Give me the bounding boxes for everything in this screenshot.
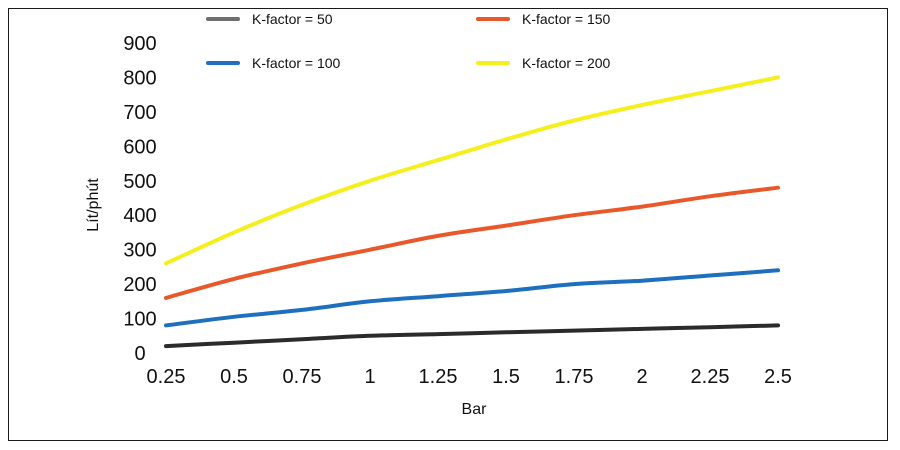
y-tick-label: 400	[123, 205, 156, 227]
x-tick-label: 1	[364, 366, 375, 388]
x-tick-label: 2.25	[691, 366, 730, 388]
x-tick-label: 0.5	[220, 366, 248, 388]
series-lines	[164, 75, 780, 349]
legend-label-4: K-factor = 200	[522, 55, 611, 71]
x-tick-label: 1.25	[419, 366, 458, 388]
x-axis-title: Bar	[462, 401, 488, 418]
legend-label-1: K-factor = 50	[252, 11, 333, 27]
x-tick-label: 2	[636, 366, 647, 388]
chart-frame	[8, 8, 888, 441]
x-tick-label: 2.5	[764, 366, 792, 388]
y-tick-label: 700	[123, 102, 156, 124]
series-line-4	[164, 75, 780, 266]
series-line-1	[164, 323, 780, 349]
y-tick-label: 200	[123, 274, 156, 296]
y-tick-label: 500	[123, 171, 156, 193]
series-line-3	[164, 185, 780, 300]
y-tick-label: 900	[123, 33, 156, 55]
y-axis-title: Lít/phút	[85, 178, 102, 232]
y-tick-label: 600	[123, 136, 156, 158]
series-line-2	[164, 268, 780, 328]
x-axis-ticks: 0.25 0.5 0.75 1 1.25 1.5 1.75 2 2.25 2.5	[147, 366, 792, 388]
x-tick-label: 1.75	[555, 366, 594, 388]
y-tick-label: 100	[123, 309, 156, 331]
y-tick-label: 300	[123, 240, 156, 262]
x-tick-label: 1.5	[492, 366, 520, 388]
y-tick-label: 800	[123, 67, 156, 89]
y-axis-ticks: 0 100 200 300 400 500 600 700 800 900	[123, 33, 156, 365]
y-tick-label: 0	[134, 343, 145, 365]
legend-label-3: K-factor = 150	[522, 11, 611, 27]
legend: K-factor = 50 K-factor = 100 K-factor = 15…	[206, 11, 611, 71]
x-tick-label: 0.75	[283, 366, 322, 388]
x-tick-label: 0.25	[147, 366, 186, 388]
legend-label-2: K-factor = 100	[252, 55, 341, 71]
